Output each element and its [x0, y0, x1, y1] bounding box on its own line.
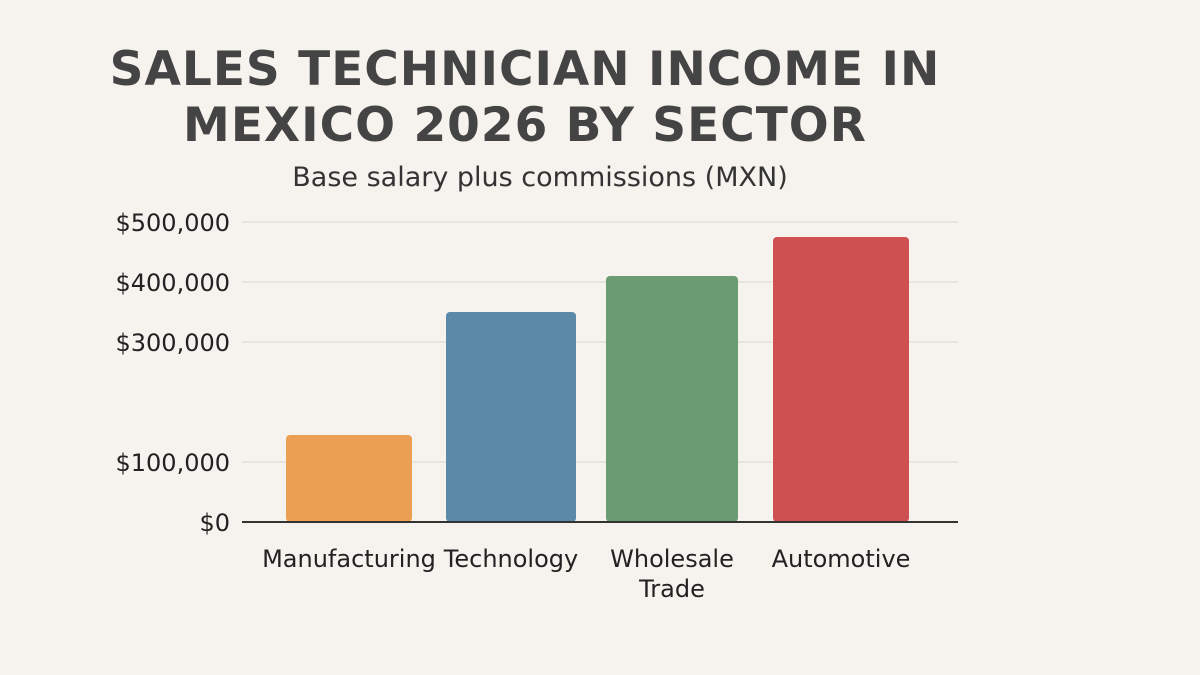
x-category-label: Technology: [443, 545, 578, 573]
chart-title-line-2: MEXICO 2026 BY SECTOR: [183, 98, 867, 153]
x-category-label: Trade: [638, 575, 705, 603]
y-tick-label: $500,000: [115, 209, 230, 237]
bar-automotive: [773, 237, 909, 522]
chart-subtitle: Base salary plus commissions (MXN): [292, 162, 788, 193]
bar-manufacturing: [286, 435, 412, 522]
y-tick-label: $0: [199, 509, 230, 537]
x-category-label: Manufacturing: [262, 545, 436, 573]
bar-wholesale-trade: [606, 276, 738, 522]
y-tick-label: $100,000: [115, 449, 230, 477]
y-tick-label: $300,000: [115, 329, 230, 357]
bar-technology: [446, 312, 576, 522]
y-tick-label: $400,000: [115, 269, 230, 297]
chart-title-line-1: SALES TECHNICIAN INCOME IN: [109, 42, 941, 97]
x-category-label: Automotive: [772, 545, 911, 573]
chart-title: SALES TECHNICIAN INCOME IN MEXICO 2026 B…: [60, 42, 990, 154]
x-category-label: Wholesale: [610, 545, 734, 573]
